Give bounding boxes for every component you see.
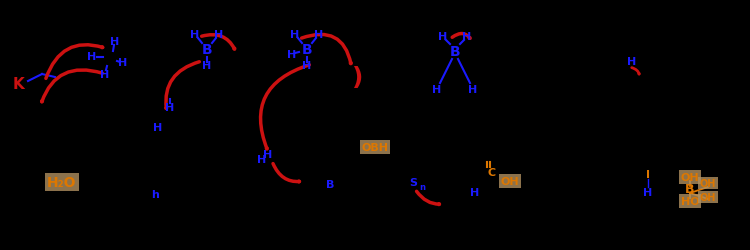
Text: H: H: [202, 61, 211, 71]
Text: H: H: [290, 30, 299, 40]
Text: H: H: [644, 187, 652, 197]
FancyArrowPatch shape: [452, 34, 470, 39]
Text: H: H: [438, 32, 448, 42]
Text: H: H: [263, 150, 273, 159]
FancyArrowPatch shape: [202, 36, 235, 50]
Text: C: C: [488, 167, 496, 177]
Text: H: H: [100, 70, 109, 80]
Text: H: H: [118, 58, 128, 68]
Text: H: H: [462, 32, 472, 42]
Text: H: H: [432, 85, 442, 94]
Text: H: H: [302, 61, 312, 71]
FancyArrowPatch shape: [166, 62, 200, 109]
Text: H: H: [287, 50, 296, 60]
Text: OH: OH: [700, 178, 716, 188]
Text: H: H: [110, 37, 120, 47]
Text: OH: OH: [700, 192, 716, 202]
Text: OBH: OBH: [362, 142, 388, 152]
FancyArrowPatch shape: [273, 164, 299, 182]
Text: H₂O: H₂O: [47, 175, 76, 189]
Text: B: B: [202, 43, 212, 57]
Text: H: H: [190, 30, 200, 40]
Text: ): ): [352, 66, 364, 90]
Text: S: S: [409, 177, 417, 187]
FancyArrowPatch shape: [632, 68, 639, 75]
FancyArrowPatch shape: [302, 35, 351, 64]
Text: HO: HO: [681, 196, 699, 206]
Text: H: H: [153, 122, 163, 132]
Text: H: H: [214, 30, 223, 40]
Text: I: I: [646, 169, 650, 179]
Text: OH: OH: [501, 176, 519, 186]
Text: B: B: [450, 45, 460, 59]
Text: B: B: [302, 43, 312, 57]
Text: B: B: [326, 179, 334, 189]
Text: h: h: [151, 189, 159, 199]
Text: H: H: [627, 57, 637, 67]
Text: n: n: [419, 183, 425, 192]
FancyArrowPatch shape: [46, 46, 103, 79]
Text: B: B: [686, 183, 694, 196]
Text: H: H: [87, 52, 97, 62]
Text: H: H: [257, 154, 267, 164]
Text: H: H: [470, 187, 480, 197]
Text: H: H: [468, 85, 478, 94]
Text: K: K: [12, 77, 24, 92]
Text: H: H: [165, 102, 175, 113]
FancyArrowPatch shape: [260, 66, 309, 149]
FancyArrowPatch shape: [42, 71, 102, 102]
Text: OH: OH: [681, 172, 699, 182]
FancyArrowPatch shape: [416, 192, 440, 205]
Text: H: H: [314, 30, 324, 40]
